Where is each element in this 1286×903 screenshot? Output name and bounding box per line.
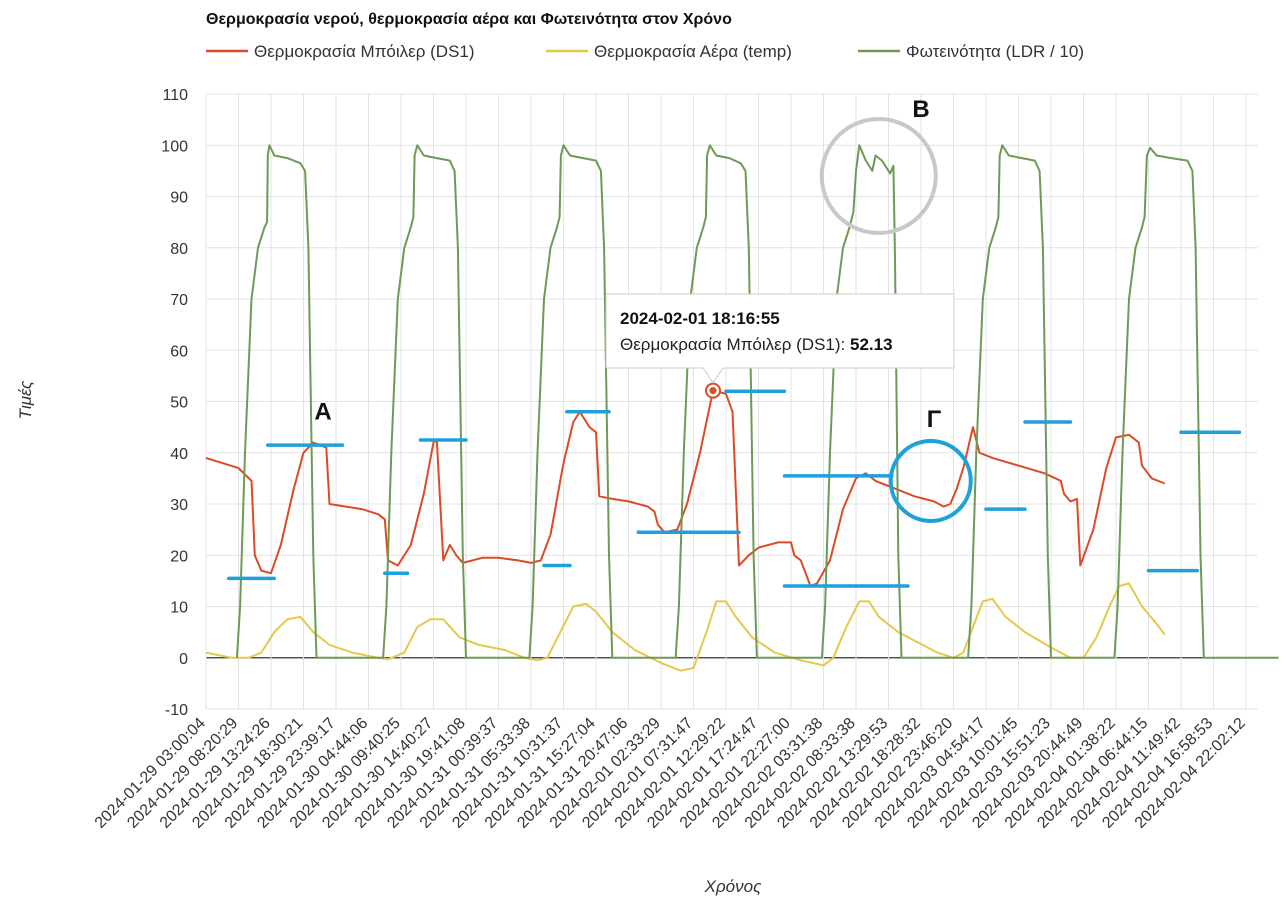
y-tick-label: 100 xyxy=(161,138,188,155)
y-tick-label: 50 xyxy=(170,395,188,412)
y-tick-label: 80 xyxy=(170,241,188,258)
tooltip: 2024-02-01 18:16:55 Θερμοκρασία Μπόιλερ … xyxy=(605,293,955,399)
annotations: A B Γ xyxy=(314,96,941,433)
hand-drawn-markers xyxy=(227,117,1242,588)
y-tick-label: -10 xyxy=(165,702,188,719)
series-line-0 xyxy=(205,389,1166,587)
annotation-label: A xyxy=(314,398,331,425)
tooltip-box xyxy=(605,293,955,384)
y-tick-label: 20 xyxy=(170,548,188,565)
series-line-2 xyxy=(235,144,1279,659)
legend[interactable]: Θερμοκρασία Μπόιλερ (DS1) Θερμοκρασία Αέ… xyxy=(206,42,1084,61)
y-axis-ticks: -10 0 10 20 30 40 50 60 70 80 90 100 110 xyxy=(161,87,188,719)
chart-title: Θερμοκρασία νερού, θερμοκρασία αέρα και … xyxy=(206,11,732,28)
highlight-circle xyxy=(819,117,938,235)
y-tick-label: 90 xyxy=(170,190,188,207)
y-tick-label: 110 xyxy=(162,87,188,104)
y-axis-title: Τιμές xyxy=(16,380,35,419)
legend-label-boiler[interactable]: Θερμοκρασία Μπόιλερ (DS1) xyxy=(254,42,475,61)
tooltip-title: 2024-02-01 18:16:55 xyxy=(620,309,780,328)
legend-label-air[interactable]: Θερμοκρασία Αέρα (temp) xyxy=(594,42,792,61)
y-tick-label: 0 xyxy=(179,651,188,668)
tooltip-value: 52.13 xyxy=(850,335,893,354)
x-axis-title: Χρόνος xyxy=(704,877,762,896)
gridlines xyxy=(205,93,1258,710)
legend-label-light[interactable]: Φωτεινότητα (LDR / 10) xyxy=(906,42,1084,61)
tooltip-series-label: Θερμοκρασία Μπόιλερ (DS1): xyxy=(620,335,850,354)
tooltip-point-dot xyxy=(709,387,717,395)
highlight-circle xyxy=(888,438,973,523)
annotation-label: Γ xyxy=(927,406,942,433)
y-tick-label: 60 xyxy=(170,343,188,360)
y-tick-label: 30 xyxy=(170,497,188,514)
annotation-label: B xyxy=(912,96,929,123)
y-tick-label: 40 xyxy=(170,446,188,463)
series-lines xyxy=(205,144,1279,672)
y-tick-label: 70 xyxy=(170,292,188,309)
y-tick-label: 10 xyxy=(170,600,188,617)
tooltip-line: Θερμοκρασία Μπόιλερ (DS1): 52.13 xyxy=(620,335,893,354)
